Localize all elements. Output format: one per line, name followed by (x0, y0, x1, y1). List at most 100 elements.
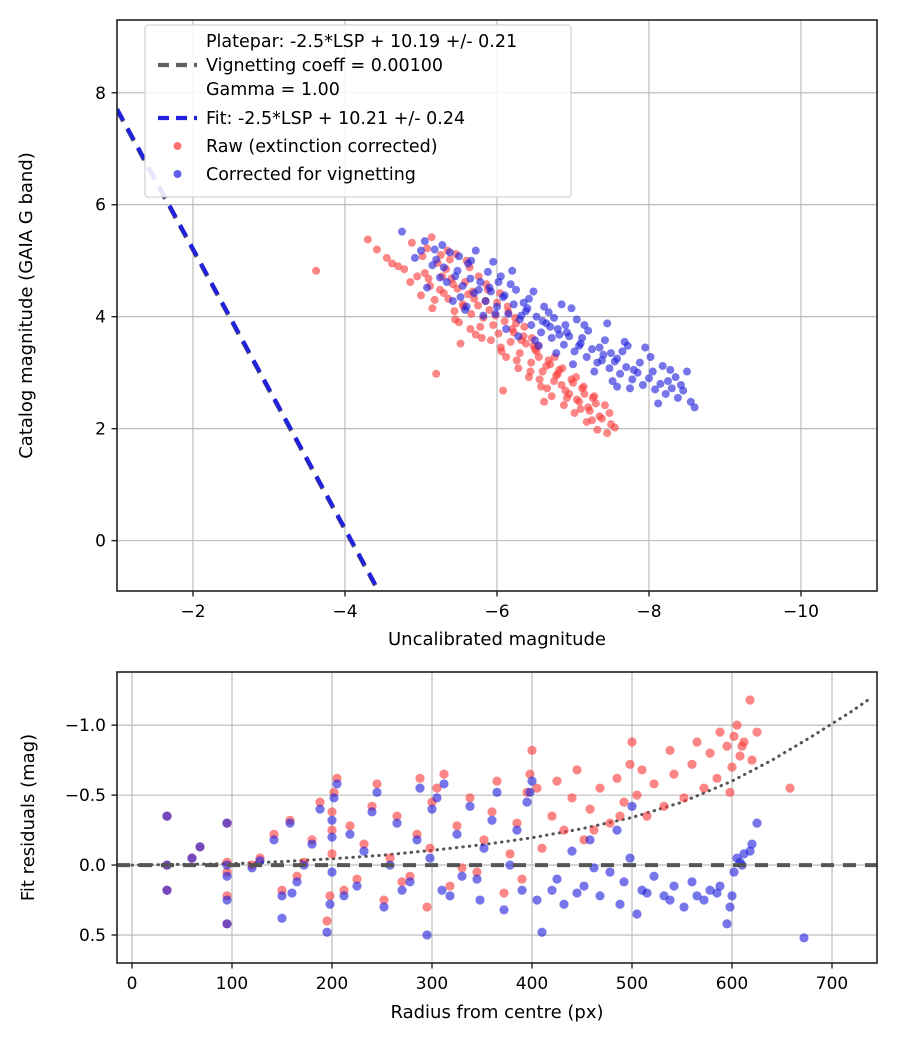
data-point (649, 779, 659, 789)
data-point (392, 818, 402, 828)
data-point (412, 835, 422, 845)
data-point (613, 382, 622, 391)
xtick-label: 0 (127, 974, 138, 994)
xtick-label: −10 (783, 602, 819, 622)
xtick-label: 100 (216, 974, 248, 994)
data-point (325, 891, 335, 901)
data-point (625, 853, 635, 863)
data-point (445, 891, 455, 901)
data-point (687, 759, 697, 769)
data-point (487, 807, 497, 817)
data-point (505, 860, 515, 870)
data-point (415, 783, 425, 793)
data-point (406, 277, 415, 286)
data-point (432, 783, 442, 793)
xtick-label: 300 (416, 974, 448, 994)
data-point (359, 839, 369, 849)
data-point (277, 891, 287, 901)
data-point (608, 377, 617, 386)
data-point (345, 821, 355, 831)
series-corrected-points (398, 227, 699, 412)
data-point (543, 384, 552, 393)
ytick-label: 0.5 (79, 926, 106, 946)
data-point (628, 375, 637, 384)
data-point (559, 825, 569, 835)
data-point (436, 273, 444, 282)
data-point (656, 379, 665, 388)
data-point (747, 755, 757, 765)
data-point (502, 353, 511, 361)
data-point (499, 386, 508, 395)
data-point (619, 877, 629, 887)
data-point (427, 804, 437, 814)
data-point (397, 885, 407, 895)
xtick-label: 700 (816, 974, 848, 994)
panel2-data-region (117, 695, 877, 943)
data-point (519, 298, 528, 307)
data-point (654, 399, 663, 408)
series-raw-points (312, 233, 619, 438)
data-point (315, 804, 325, 814)
data-point (512, 825, 522, 835)
data-point (557, 380, 566, 389)
legend-entry-label: Vignetting coeff = 0.00100 (206, 56, 443, 76)
data-point (438, 241, 447, 250)
data-point (430, 245, 439, 254)
ytick-label: −1.0 (65, 716, 106, 736)
data-point (642, 811, 652, 821)
data-point (605, 867, 615, 877)
data-point (658, 361, 667, 370)
legend-entry-label: Platepar: -2.5*LSP + 10.19 +/- 0.21 (206, 32, 517, 52)
data-point (508, 266, 517, 275)
data-point (665, 745, 675, 755)
data-point (579, 881, 589, 891)
xtick-label: −6 (484, 602, 509, 622)
data-point (457, 871, 467, 881)
data-point (532, 312, 541, 321)
data-point (671, 373, 680, 382)
data-point (597, 356, 606, 365)
magnitude-fit-panel: −2 −4 −6 −8 −10 0 2 4 6 8 Uncalibrated magnitude Ca… (16, 19, 878, 650)
data-point (597, 414, 606, 423)
data-point (287, 888, 297, 898)
data-point (332, 779, 342, 789)
data-point (500, 317, 509, 326)
data-point (632, 909, 642, 919)
data-point (595, 343, 604, 352)
data-point (612, 825, 622, 835)
data-point (470, 294, 479, 303)
data-point (392, 811, 402, 821)
data-point (325, 899, 335, 909)
data-point (312, 266, 321, 275)
data-point (423, 283, 432, 292)
data-point (547, 885, 557, 895)
data-point (626, 384, 634, 393)
data-point (525, 769, 535, 779)
data-point (467, 256, 476, 265)
data-point (572, 888, 582, 898)
data-point (467, 309, 476, 318)
ytick-label: 6 (95, 196, 106, 216)
data-point (595, 783, 605, 793)
data-point (638, 380, 647, 389)
data-point (570, 408, 579, 417)
data-point (382, 253, 391, 262)
data-point (669, 881, 679, 891)
data-point (489, 321, 498, 330)
data-point (546, 360, 555, 369)
data-point (397, 877, 407, 887)
data-point (625, 759, 635, 769)
data-point (679, 793, 689, 803)
data-point (588, 345, 596, 354)
data-point (527, 776, 537, 786)
panel2-background (117, 672, 877, 963)
data-point (285, 818, 295, 828)
data-point (747, 839, 757, 849)
data-point (588, 393, 597, 402)
data-point (450, 307, 459, 316)
data-point (641, 343, 650, 352)
data-point (627, 801, 637, 811)
data-point (476, 322, 485, 331)
data-point (486, 336, 495, 345)
